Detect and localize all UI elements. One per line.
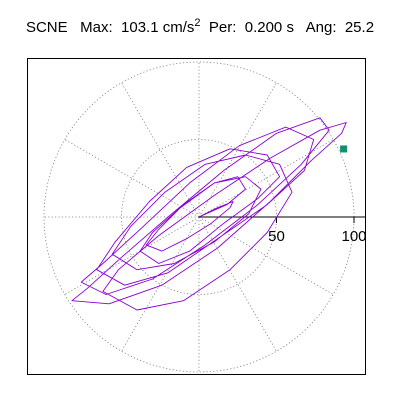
peak-marker-layer	[340, 145, 348, 153]
grid-spoke-240	[121, 216, 200, 352]
radial-tick-label-50: 50	[268, 228, 285, 245]
station-code: SCNE	[25, 19, 68, 36]
grid-spoke-300	[198, 216, 277, 352]
max-unit: cm/s	[162, 19, 195, 36]
peak-marker	[340, 145, 348, 153]
per-label: Per:	[208, 19, 237, 36]
orbit-trace-layer	[71, 117, 347, 311]
max-unit-exponent: 2	[194, 17, 201, 29]
radial-axis: 50 100	[199, 216, 365, 245]
ang-label: Ang:	[305, 19, 337, 36]
grid-spoke-150	[64, 139, 200, 218]
polar-chart: 50 100	[43, 61, 365, 373]
max-label: Max:	[80, 19, 113, 36]
per-value: 0.200 s	[244, 19, 294, 36]
max-value: 103.1	[121, 19, 159, 36]
orbit-trace-0	[71, 117, 347, 311]
ang-value: 25.2	[344, 19, 375, 36]
radial-tick-label-100: 100	[341, 228, 365, 245]
chart-title: SCNE Max: 103.1 cm/s2 Per: 0.200 s Ang: …	[0, 17, 400, 37]
grid-spoke-330	[198, 216, 334, 295]
plot-frame: 50 100	[27, 58, 366, 375]
